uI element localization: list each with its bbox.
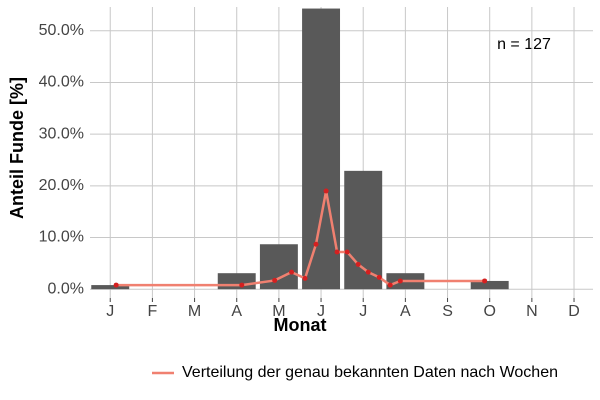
line-point — [334, 249, 340, 255]
x-tick-label: N — [526, 303, 538, 320]
line-point — [289, 269, 295, 275]
bar — [302, 8, 341, 290]
x-tick-label: A — [231, 303, 242, 320]
line-point — [397, 278, 403, 284]
bar — [344, 170, 383, 290]
y-tick-label: 50.0% — [39, 22, 84, 39]
bar — [470, 280, 509, 290]
line-point — [323, 188, 329, 194]
x-tick-label: A — [400, 303, 411, 320]
line — [116, 190, 485, 287]
y-axis-label: Anteil Funde [%] — [7, 77, 27, 219]
x-tick-label: D — [568, 303, 580, 320]
x-tick-label: F — [148, 303, 158, 320]
line-point — [365, 269, 371, 275]
x-tick-label: M — [188, 303, 201, 320]
x-tick-label: M — [272, 303, 285, 320]
y-tick-label: 0.0% — [48, 280, 84, 297]
x-tick-label: S — [442, 303, 453, 320]
line-point — [272, 277, 278, 283]
line-point — [376, 274, 382, 280]
x-tick-label: J — [359, 303, 367, 320]
bar — [91, 285, 130, 290]
bar — [217, 273, 256, 290]
line-point — [387, 282, 393, 288]
line-point — [113, 282, 119, 288]
x-tick-label: J — [317, 303, 325, 320]
x-tick-label: O — [483, 303, 495, 320]
x-tick-label: J — [106, 303, 114, 320]
annotation: n = 127 — [497, 36, 551, 53]
line-point — [302, 275, 308, 281]
legend-label: Verteilung der genau bekannten Daten nac… — [182, 364, 558, 381]
y-tick-label: 40.0% — [39, 74, 84, 91]
line-point — [344, 249, 350, 255]
line-point — [355, 261, 361, 267]
line-point — [482, 278, 488, 284]
x-axis-label: Monat — [274, 315, 327, 335]
y-tick-label: 10.0% — [39, 229, 84, 246]
y-tick-label: 20.0% — [39, 177, 84, 194]
y-tick-label: 30.0% — [39, 125, 84, 142]
line-point — [313, 241, 319, 247]
line-point — [239, 282, 245, 288]
